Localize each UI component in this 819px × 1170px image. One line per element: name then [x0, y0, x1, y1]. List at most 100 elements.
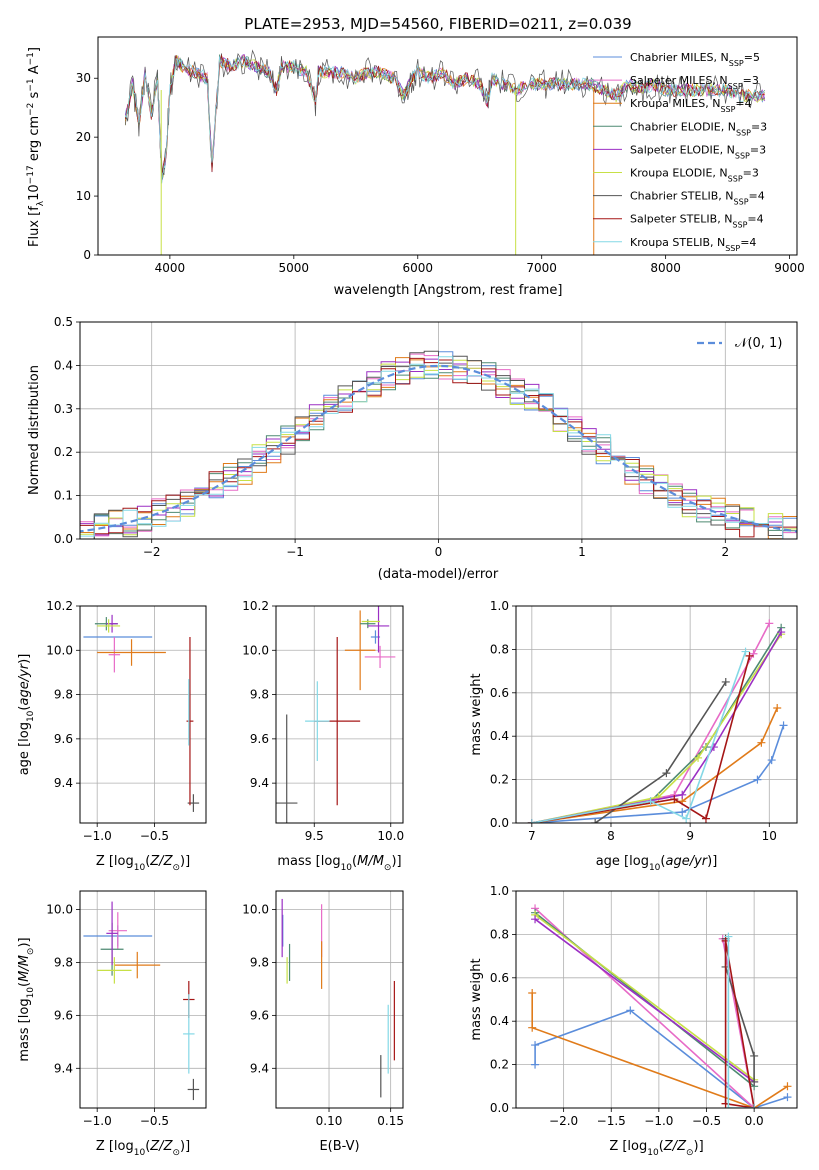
x-tick-label: 9.5 [305, 829, 324, 843]
x-axis-label-part: ⊙ [686, 1148, 694, 1158]
y-axis-label-part: age [log [17, 722, 32, 775]
age_vs_Z-axes: −1.0 −0.59.49.69.810.010.2Z [log10(Z/Z⊙)]… [17, 599, 207, 873]
series-marker [662, 769, 671, 778]
y-tick-label: 0 [83, 248, 91, 262]
legend-label: Kroupa STELIB, NSSP=4 [630, 236, 756, 253]
x-tick-label: 10 [762, 829, 777, 843]
series-line [724, 938, 755, 1082]
y-axis-label-part: −1 [26, 78, 36, 91]
x-tick-label: 6000 [402, 261, 433, 275]
y-tick-label: 0.4 [490, 729, 509, 743]
axes-frame [79, 321, 798, 540]
x-tick-label: −0.5 [140, 829, 169, 843]
y-axis-label: age [log10(age/yr)] [17, 654, 36, 776]
legend-label: 𝒩(0, 1) [735, 336, 782, 351]
spectrum-series-line [125, 56, 765, 184]
series-marker [783, 1093, 792, 1102]
legend-label: Salpeter ELODIE, NSSP=3 [630, 143, 766, 160]
y-tick-label: 0.4 [490, 1014, 509, 1028]
legend-label-sub: SSP [729, 59, 744, 68]
series-marker [528, 988, 537, 997]
x-axis-label: mass [log10(M/M⊙)] [277, 854, 401, 873]
y-tick-label: 0.0 [54, 532, 73, 546]
series-marker [777, 628, 786, 637]
y-axis-label-part: erg cm [27, 116, 42, 165]
legend-label-name: Salpeter STELIB, N [630, 213, 732, 226]
x-axis-label-part: )] [180, 1139, 190, 1154]
x-tick-label: 0.0 [745, 1114, 764, 1128]
x-axis-label: Z [log10(Z/Z⊙)] [96, 1139, 190, 1158]
plot-area [124, 49, 766, 255]
series-line [531, 631, 782, 823]
x-axis-label-part: ( [659, 1139, 664, 1154]
x-tick-label: 1 [578, 545, 586, 559]
y-tick-label: 10.0 [46, 903, 73, 917]
y-axis-label-part: Flux [f [27, 206, 42, 247]
y-tick-label: 10.0 [46, 643, 73, 657]
x-tick-label: 2 [721, 545, 729, 559]
y-axis-label-part: )] [17, 654, 32, 664]
legend-label-name: Salpeter ELODIE, N [630, 143, 735, 156]
x-tick-label: −1.0 [83, 1114, 112, 1128]
x-axis-label-part: Z [log [609, 1139, 647, 1154]
y-tick-label: 0.0 [490, 816, 509, 830]
x-axis-label-part: Z/Z [663, 1139, 687, 1154]
series-marker [721, 677, 730, 686]
legend-label-sub: SSP [735, 151, 750, 160]
y-axis-label-part: 10 [27, 184, 42, 201]
series-line [531, 633, 782, 823]
y-tick-label: 0.3 [54, 402, 73, 416]
y-axis-label-part: 10 [26, 987, 36, 999]
spectrum-series-line [124, 54, 766, 180]
series-marker [724, 1104, 733, 1108]
legend-label: Salpeter MILES, NSSP=3 [630, 74, 759, 91]
y-axis-label: Flux [fλ10−17 erg cm−2 s−1 A−1] [26, 47, 46, 247]
x-axis-label-part: 10 [341, 863, 353, 873]
plot-area [528, 904, 792, 1108]
plot-area [281, 898, 395, 1098]
y-tick-label: 20 [76, 130, 91, 144]
y-tick-label: 9.6 [54, 732, 73, 746]
legend-label-name: Chabrier STELIB, N [630, 190, 734, 203]
y-axis-label-part: −2 [26, 103, 36, 116]
x-tick-label: 0.15 [377, 1114, 404, 1128]
legend-label-sub: SSP [736, 128, 751, 137]
x-axis-label-part: )] [707, 854, 717, 869]
x-axis-label-part: ⊙ [384, 863, 392, 873]
x-tick-label: −0.5 [140, 1114, 169, 1128]
series-marker [757, 738, 766, 747]
legend-label-sub: SSP [725, 243, 740, 252]
axes-frame [79, 890, 207, 1109]
legend-label-sub: SSP [728, 174, 743, 183]
x-tick-label: −1.5 [597, 1114, 626, 1128]
y-tick-label: 10 [76, 189, 91, 203]
y-axis-label-part: −17 [26, 165, 36, 184]
y-axis-label-part: mass [log [17, 998, 32, 1061]
series-marker [749, 649, 758, 658]
y-tick-label: 0.6 [490, 971, 509, 985]
x-axis-label: wavelength [Angstrom, rest frame] [334, 283, 563, 298]
x-tick-label: 9 [686, 829, 694, 843]
x-axis-label: Z [log10(Z/Z⊙)] [96, 854, 190, 873]
plot-area [83, 901, 200, 1101]
legend-label-suffix: =5 [744, 51, 760, 64]
legend-label-name: Kroupa STELIB, N [630, 236, 725, 249]
y-tick-label: 10.0 [242, 643, 269, 657]
y-axis-label-part: 10 [26, 710, 36, 722]
x-tick-label: 9000 [774, 261, 805, 275]
x-tick-label: 10.0 [377, 829, 404, 843]
series-line [531, 651, 747, 823]
x-tick-label: −1.0 [644, 1114, 673, 1128]
series-marker [783, 1082, 792, 1091]
x-axis-label-part: ( [352, 854, 357, 869]
series-marker [701, 814, 710, 823]
spectrum-series-line [124, 54, 766, 181]
y-axis-label-part: ⊙ [26, 948, 36, 956]
x-tick-label: −2 [143, 545, 161, 559]
y-tick-label: 9.4 [54, 1061, 73, 1075]
y-axis-label: mass weight [469, 958, 484, 1040]
legend-label-sub: SSP [732, 220, 747, 229]
series-marker [527, 819, 536, 823]
y-axis-label-part: A [27, 65, 42, 78]
legend-label-suffix: =4 [735, 97, 751, 110]
